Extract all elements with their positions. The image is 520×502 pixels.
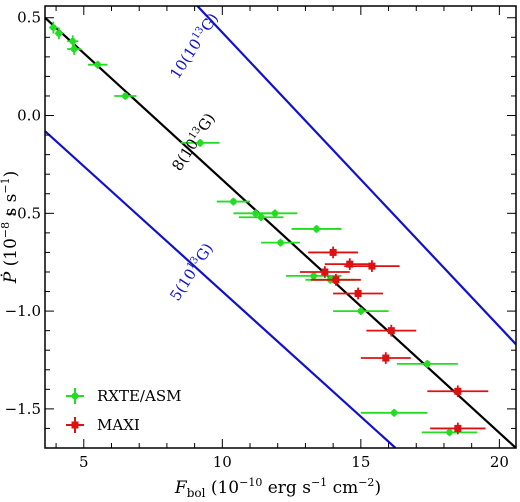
y-axis-label: Ṗ (10−8 s s−1) [0, 171, 21, 284]
data-point-square [324, 258, 375, 271]
data-point-square [310, 273, 361, 286]
data-point-circle [67, 35, 79, 48]
x-axis-label-end: ) [374, 478, 381, 498]
data-point-circle [286, 271, 342, 280]
data-point-circle [291, 225, 342, 233]
x-tick-label: 10 [213, 453, 232, 471]
data-point-circle [216, 197, 251, 206]
x-axis-label-mid2: cm [327, 478, 358, 498]
x-axis-label-exp3: −2 [358, 476, 374, 489]
data-point-circle [114, 92, 137, 100]
y-tick-label: 0.5 [17, 9, 41, 27]
x-axis-label-rest: (10 [205, 478, 239, 498]
data-point-circle [261, 238, 300, 247]
data-point-circle [238, 213, 284, 222]
legend-marker-rxte [66, 388, 84, 404]
model-line-0 [196, 6, 516, 346]
line-label-5-text: 5(10 [166, 265, 200, 304]
data-point-circle [180, 138, 220, 147]
x-axis-label-sub: bol [187, 486, 206, 500]
data-point-square [344, 260, 400, 272]
x-tick-label: 5 [79, 453, 89, 471]
y-axis-label-exp1: −8 [0, 222, 12, 238]
legend-marker-maxi [66, 417, 84, 433]
data-point-square [299, 266, 350, 278]
x-axis-label-mid: erg s [262, 478, 311, 498]
data-point-square [427, 385, 489, 398]
data-point-circle [252, 209, 298, 218]
y-axis-label-mid: s s [1, 194, 21, 222]
x-axis-label-main: F [174, 478, 188, 498]
y-tick-label: 0.0 [17, 107, 41, 125]
line-label-10-text: 10(10 [166, 35, 205, 82]
y-axis-label-exp2: −1 [0, 177, 12, 193]
legend-label-maxi: MAXI [97, 416, 140, 434]
line-label-8-text: 8(10 [168, 135, 202, 174]
data-point-circle [421, 428, 478, 437]
data-point-circle [67, 43, 82, 55]
y-axis-label-rest: (10 [1, 238, 21, 272]
plot-frame [44, 5, 517, 449]
data-point-square [366, 324, 417, 337]
data-point-circle [54, 27, 64, 40]
model-line-2 [45, 130, 397, 448]
line-label-10: 10(1013G) [166, 10, 222, 82]
data-point-circle [333, 307, 389, 316]
data-point-circle [87, 60, 108, 69]
series-layer [49, 21, 489, 437]
y-tick-label: −0.5 [5, 204, 41, 222]
line-label-8: 8(1013G) [168, 110, 219, 174]
x-tick-label: 15 [351, 453, 370, 471]
data-point-square [430, 422, 486, 435]
legend-label-rxte: RXTE/ASM [97, 387, 181, 405]
y-axis-label-end: ) [1, 171, 21, 178]
legend: RXTE/ASM MAXI [66, 387, 181, 434]
x-axis-label: Fbol (10−10 erg s−1 cm−2) [174, 476, 381, 500]
y-tick-label: −1.0 [5, 302, 41, 320]
line-label-5: 5(1013G) [166, 240, 217, 304]
data-point-circle [360, 408, 428, 417]
x-tick-label: 20 [490, 453, 509, 471]
model-lines [45, 6, 516, 448]
data-point-square [360, 352, 411, 364]
data-point-square [333, 287, 384, 300]
x-axis-label-exp1: −10 [239, 476, 262, 489]
data-point-circle [49, 21, 58, 34]
y-tick-label: −1.5 [5, 400, 41, 418]
x-axis-label-exp2: −1 [311, 476, 327, 489]
ticks: 5 10 15 20 0.5 0.0 −0.5 −1.0 −1.5 [5, 6, 516, 471]
data-point-circle [396, 359, 458, 368]
data-point-square [308, 246, 359, 259]
model-line-1 [45, 16, 516, 448]
y-axis-label-main: Ṗ [0, 271, 21, 284]
